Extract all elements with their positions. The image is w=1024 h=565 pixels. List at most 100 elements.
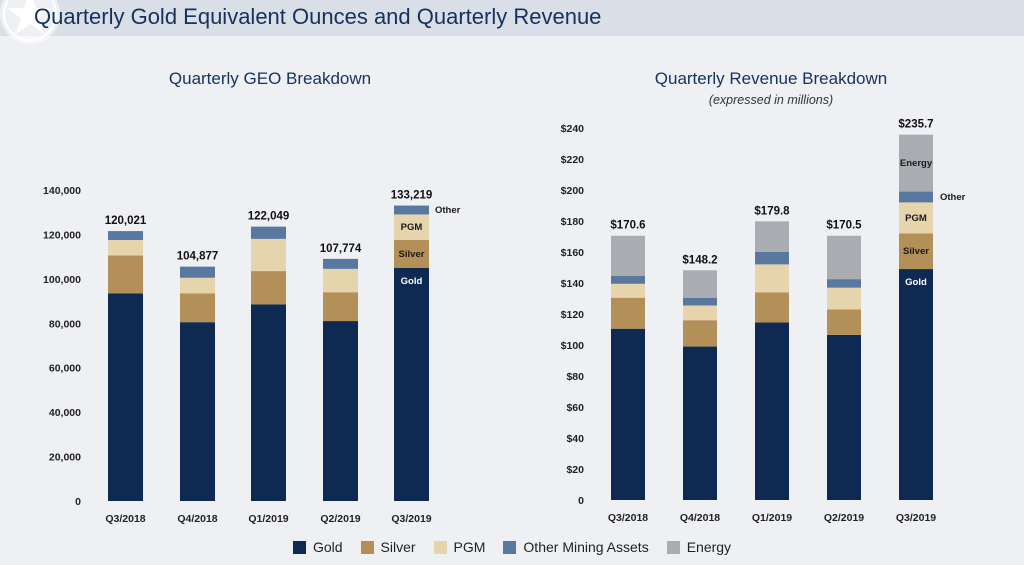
rev-chart: Quarterly Revenue Breakdown (expressed in…	[561, 69, 966, 524]
rev-bar-pgm	[755, 264, 789, 293]
geo-x-tick-label: Q3/2019	[391, 513, 431, 525]
geo-segment-label: Silver	[399, 249, 425, 260]
geo-y-tick-label: 40,000	[49, 407, 81, 419]
legend-label: Energy	[686, 539, 732, 555]
geo-bar-silver	[323, 292, 358, 322]
geo-x-tick-label: Q1/2019	[248, 513, 288, 525]
geo-bar-pgm	[251, 238, 286, 272]
geo-bar-other-mining-assets	[180, 266, 215, 278]
rev-y-tick-label: $60	[566, 402, 584, 414]
geo-bar-gold	[251, 304, 286, 501]
rev-bar-other-mining-assets	[755, 252, 789, 265]
geo-total-label: 120,021	[105, 215, 147, 227]
rev-segment-label: Energy	[900, 158, 933, 169]
geo-segment-label: Gold	[401, 276, 423, 287]
rev-bar-gold	[755, 322, 789, 500]
geo-y-tick-label: 60,000	[49, 363, 81, 375]
geo-x-tick-label: Q4/2018	[177, 513, 217, 525]
geo-chart: Quarterly GEO Breakdown 0 20,000 40,000 60,0…	[43, 69, 461, 525]
rev-segment-label: PGM	[905, 213, 927, 224]
rev-y-tick-label: $80	[566, 371, 584, 383]
rev-x-tick-label: Q4/2018	[680, 512, 720, 524]
rev-total-label: $148.2	[682, 254, 717, 266]
geo-x-tick-label: Q3/2018	[105, 513, 145, 525]
rev-bar-energy	[683, 270, 717, 298]
rev-x-tick-label: Q2/2019	[824, 512, 864, 524]
legend-swatch	[503, 540, 517, 554]
geo-bar-gold	[108, 293, 143, 501]
geo-total-label: 107,774	[320, 243, 362, 255]
geo-bar-pgm	[180, 277, 215, 294]
geo-bar-silver	[180, 293, 215, 323]
rev-y-tick-label: $160	[561, 247, 585, 259]
rev-total-label: $170.6	[610, 220, 645, 232]
geo-bar-other-mining-assets	[251, 226, 286, 239]
geo-total-label: 104,877	[177, 251, 219, 263]
rev-y-tick-label: $200	[561, 185, 585, 197]
rev-y-tick-label: $100	[561, 340, 585, 352]
geo-y-tick-label: 120,000	[43, 229, 81, 241]
rev-bar-energy	[611, 235, 645, 277]
geo-chart-title: Quarterly GEO Breakdown	[169, 69, 371, 88]
legend-item: PGM	[433, 539, 486, 555]
geo-bar-other-mining-assets	[323, 258, 358, 269]
legend-item: Energy	[666, 539, 732, 555]
geo-y-tick-label: 140,000	[43, 185, 81, 197]
charts-canvas: Quarterly GEO Breakdown 0 20,000 40,000 60,0…	[43, 69, 966, 525]
rev-bar-silver	[611, 297, 645, 329]
geo-y-tick-label: 20,000	[49, 452, 81, 464]
rev-bar-gold	[683, 346, 717, 500]
geo-bar-pgm	[323, 268, 358, 293]
rev-chart-subtitle: (expressed in millions)	[709, 93, 833, 107]
rev-y-tick-label: 0	[578, 495, 584, 507]
geo-bar-gold	[394, 267, 429, 501]
rev-x-tick-label: Q3/2019	[896, 512, 936, 524]
legend-item: Silver	[360, 539, 416, 555]
rev-bar-silver	[755, 292, 789, 323]
geo-bar-other-mining-assets	[394, 205, 429, 215]
rev-bar-pgm	[899, 202, 933, 234]
star-logo-icon	[0, 0, 70, 44]
rev-segment-label: Other	[940, 192, 966, 203]
rev-y-tick-label: $20	[566, 464, 584, 476]
legend-label: PGM	[453, 539, 486, 555]
rev-total-label: $235.7	[898, 119, 933, 131]
legend-label: Gold	[312, 539, 343, 555]
rev-bar-gold	[899, 269, 933, 500]
rev-y-tick-label: $120	[561, 309, 585, 321]
legend-item: Gold	[292, 539, 343, 555]
geo-total-label: 133,219	[391, 190, 433, 202]
rev-bar-silver	[899, 233, 933, 270]
rev-bar-other-mining-assets	[683, 297, 717, 306]
geo-bar-silver	[108, 255, 143, 294]
header-bar: Quarterly Gold Equivalent Ounces and Qua…	[0, 0, 1024, 44]
page-title: Quarterly Gold Equivalent Ounces and Qua…	[34, 4, 602, 29]
rev-bar-pgm	[611, 283, 645, 298]
rev-bar-energy	[755, 221, 789, 252]
rev-segment-label: Silver	[903, 246, 929, 257]
rev-y-tick-label: $40	[566, 433, 584, 445]
geo-segment-label: Other	[435, 205, 461, 216]
geo-y-tick-label: 100,000	[43, 274, 81, 286]
rev-bar-silver	[683, 320, 717, 347]
legend-swatch	[360, 540, 374, 554]
rev-x-tick-label: Q1/2019	[752, 512, 792, 524]
rev-x-tick-label: Q3/2018	[608, 512, 648, 524]
rev-bar-energy	[827, 235, 861, 280]
rev-bar-silver	[827, 309, 861, 335]
rev-y-tick-label: $180	[561, 216, 585, 228]
rev-bar-energy	[899, 134, 933, 192]
geo-bar-other-mining-assets	[108, 231, 143, 240]
rev-bar-gold	[611, 328, 645, 500]
geo-bar-gold	[323, 321, 358, 501]
geo-bar-pgm	[108, 239, 143, 256]
geo-bar-gold	[180, 322, 215, 501]
geo-bar-silver	[251, 271, 286, 305]
rev-segment-label: Gold	[905, 277, 927, 288]
geo-total-label: 122,049	[248, 211, 290, 223]
rev-y-tick-label: $240	[561, 123, 585, 135]
rev-total-label: $170.5	[826, 220, 862, 232]
rev-bar-pgm	[827, 287, 861, 310]
geo-y-tick-label: 80,000	[49, 318, 81, 330]
rev-y-tick-label: $140	[561, 278, 585, 290]
